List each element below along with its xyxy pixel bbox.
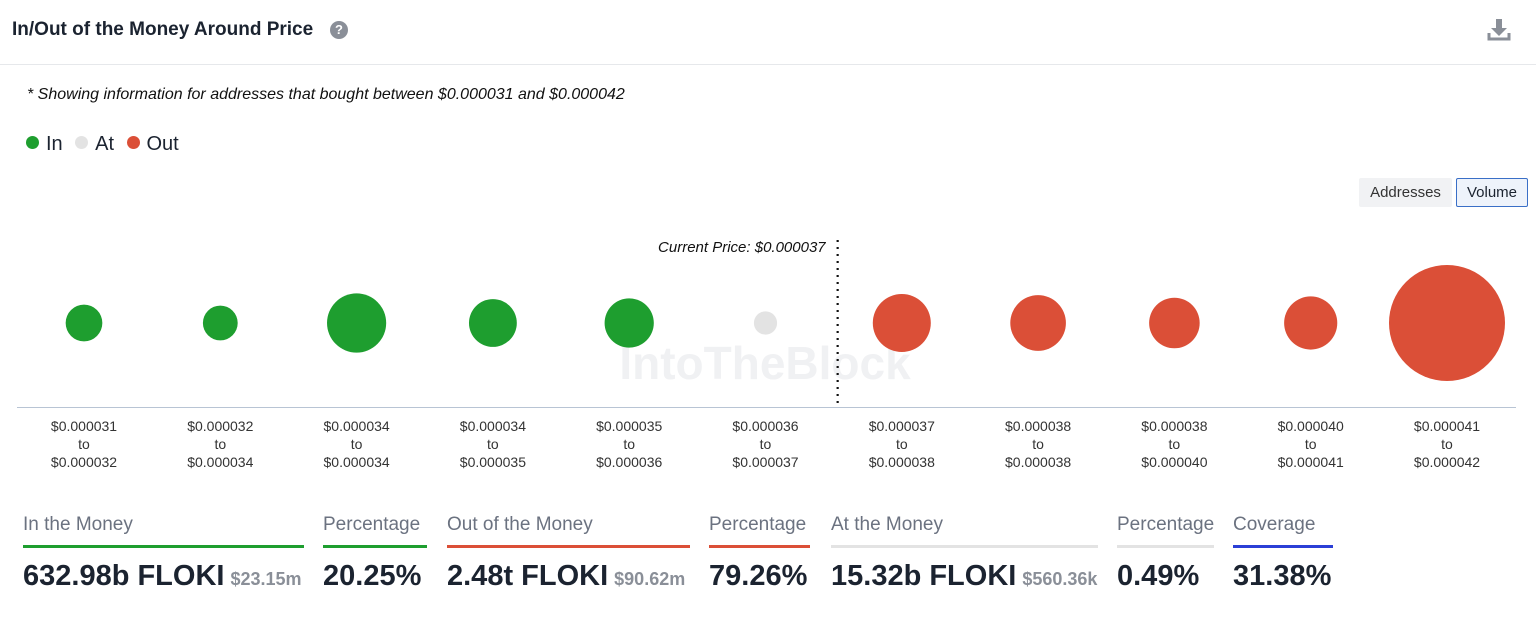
stat-bar-in-pct (323, 545, 427, 548)
x-tick-label-3-1: $0.000034 (324, 418, 390, 434)
volume-toggle-button[interactable]: Volume (1456, 178, 1528, 207)
stat-value-out-money: 2.48t FLOKI $90.62m (447, 560, 690, 593)
stat-label-in-pct: Percentage (323, 514, 421, 535)
bubble-7 (872, 294, 931, 352)
stat-bar-at-pct (1117, 545, 1214, 548)
bubble-4 (468, 299, 517, 347)
out-money-usd: $90.62m (614, 569, 686, 589)
x-tick-label-6-3: $0.000037 (732, 454, 798, 470)
x-tick-label-9-2: to (1169, 436, 1181, 452)
x-tick-label-3-2: to (351, 436, 363, 452)
stat-value-in-money: 632.98b FLOKI $23.15m (23, 560, 304, 593)
bubble-6 (753, 311, 778, 335)
stat-label-out-pct: Percentage (709, 514, 807, 535)
x-tick-label-4-3: $0.000035 (460, 454, 526, 470)
stat-in-the-money: In the Money 632.98b FLOKI $23.15m (23, 514, 304, 593)
stat-bar-in-money (23, 545, 304, 548)
stat-bar-out-money (447, 545, 690, 548)
legend-dot-in (26, 136, 39, 149)
stat-value-at-money: 15.32b FLOKI $560.36k (831, 560, 1098, 593)
x-tick-label-1-3: $0.000032 (51, 454, 117, 470)
in-money-amount: 632.98b FLOKI (23, 560, 225, 592)
current-price-label: Current Price: $0.000037 (658, 239, 826, 256)
bubble-3 (327, 293, 387, 353)
x-tick-label-3-3: $0.000034 (324, 454, 390, 470)
bubble-5 (604, 298, 654, 348)
x-tick-label-7-2: to (896, 436, 908, 452)
bubble-9 (1149, 297, 1200, 349)
stat-label-at-money: At the Money (831, 514, 943, 535)
legend-label-out: Out (146, 133, 179, 155)
question-circle-icon[interactable]: ? (330, 21, 348, 39)
out-money-amount: 2.48t FLOKI (447, 560, 609, 592)
chart-legend: In At Out (26, 133, 187, 157)
stat-coverage: Coverage 31.38% (1233, 514, 1333, 593)
stat-in-percentage: Percentage 20.25% (323, 514, 427, 593)
stat-value-at-pct: 0.49% (1117, 560, 1200, 592)
stat-out-of-the-money: Out of the Money 2.48t FLOKI $90.62m (447, 514, 690, 593)
x-tick-label-6-1: $0.000036 (732, 418, 798, 434)
bubble-8 (1010, 295, 1066, 351)
stat-value-coverage: 31.38% (1233, 560, 1332, 592)
x-tick-label-9-1: $0.000038 (1141, 418, 1207, 434)
x-tick-label-7-3: $0.000038 (869, 454, 935, 470)
x-tick-label-9-3: $0.000040 (1141, 454, 1207, 470)
bubble-10 (1284, 296, 1338, 350)
x-tick-label-2-3: $0.000034 (187, 454, 253, 470)
x-tick-label-11-2: to (1441, 436, 1453, 452)
x-tick-label-10-3: $0.000041 (1278, 454, 1344, 470)
x-tick-label-1-1: $0.000031 (51, 418, 117, 434)
x-tick-label-2-1: $0.000032 (187, 418, 253, 434)
x-tick-label-8-3: $0.000038 (1005, 454, 1071, 470)
range-note: * Showing information for addresses that… (27, 86, 625, 103)
at-money-amount: 15.32b FLOKI (831, 560, 1017, 592)
x-tick-label-10-2: to (1305, 436, 1317, 452)
legend-item-in[interactable]: In (26, 133, 63, 156)
x-tick-label-5-2: to (623, 436, 635, 452)
legend-label-in: In (46, 133, 63, 155)
x-tick-label-11-3: $0.000042 (1414, 454, 1480, 470)
stat-bar-coverage (1233, 545, 1333, 548)
at-money-usd: $560.36k (1022, 569, 1098, 589)
download-icon[interactable] (1486, 16, 1512, 42)
x-tick-label-4-1: $0.000034 (460, 418, 526, 434)
stat-value-in-pct: 20.25% (323, 560, 422, 592)
stat-label-out-money: Out of the Money (447, 514, 593, 535)
x-tick-label-6-2: to (760, 436, 772, 452)
legend-dot-out (126, 136, 140, 149)
legend-item-at[interactable]: At (75, 133, 114, 156)
x-tick-label-8-1: $0.000038 (1005, 418, 1071, 434)
legend-label-at: At (95, 133, 115, 155)
addresses-toggle-button[interactable]: Addresses (1359, 178, 1452, 207)
stat-bar-at-money (831, 545, 1098, 548)
x-tick-label-5-3: $0.000036 (596, 454, 662, 470)
x-tick-label-7-1: $0.000037 (869, 418, 935, 434)
in-money-usd: $23.15m (230, 569, 302, 589)
x-tick-label-5-1: $0.000035 (596, 418, 662, 434)
watermark: IntoTheBlock (619, 337, 911, 389)
stat-bar-out-pct (709, 545, 810, 548)
x-tick-label-4-2: to (487, 436, 499, 452)
bubble-11 (1389, 265, 1505, 381)
bubble-1 (65, 304, 103, 342)
stat-out-percentage: Percentage 79.26% (709, 514, 810, 593)
page-title: In/Out of the Money Around Price (12, 19, 314, 40)
x-tick-label-1-2: to (78, 436, 90, 452)
x-tick-label-2-2: to (214, 436, 226, 452)
stat-label-at-pct: Percentage (1117, 514, 1215, 535)
stat-at-the-money: At the Money 15.32b FLOKI $560.36k (831, 514, 1098, 593)
stat-value-out-pct: 79.26% (709, 560, 808, 592)
stat-at-percentage: Percentage 0.49% (1117, 514, 1214, 593)
legend-dot-at (75, 136, 89, 149)
stat-label-in-money: In the Money (23, 514, 133, 535)
card-header: In/Out of the Money Around Price ? (0, 0, 1536, 65)
stat-label-coverage: Coverage (1233, 514, 1316, 535)
bubble-chart: IntoTheBlock Current Price: $0.000037 $0.0… (17, 239, 1516, 470)
bubble-2 (202, 305, 238, 341)
x-tick-label-8-2: to (1032, 436, 1044, 452)
x-tick-label-11-1: $0.000041 (1414, 418, 1480, 434)
legend-item-out[interactable]: Out (126, 133, 179, 156)
x-tick-label-10-1: $0.000040 (1278, 418, 1344, 434)
